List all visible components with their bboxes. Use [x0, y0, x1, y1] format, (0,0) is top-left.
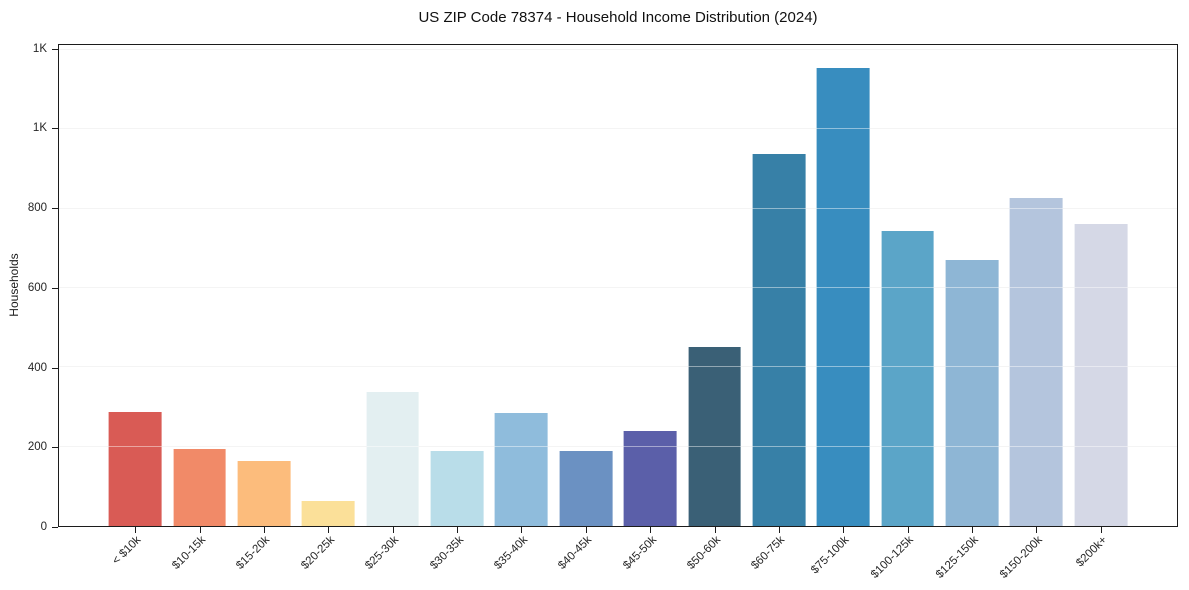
bar-group-$125-150k: $125-150k — [934, 45, 1004, 581]
x-tick-mark — [263, 527, 265, 533]
x-tick-mark — [907, 527, 909, 533]
bar-group-$75-100k: $75-100k — [809, 45, 875, 576]
y-tick-label: 600 — [27, 281, 47, 294]
bar-group-$45-50k: $45-50k — [618, 45, 682, 572]
bar — [1074, 224, 1128, 526]
x-tick-label: $20-25k — [298, 534, 337, 572]
bar-group-$40-45k: $40-45k — [554, 45, 618, 572]
bar — [945, 260, 999, 526]
bar-group-$150-200k: $150-200k — [998, 45, 1068, 581]
y-tick-label: 400 — [27, 361, 47, 374]
bar — [301, 501, 355, 526]
y-tick-label: 1K — [32, 122, 47, 135]
x-tick-label: $15-20k — [234, 534, 273, 572]
bar-group-$200k+: $200k+ — [1069, 45, 1133, 569]
y-tick-mark — [52, 527, 58, 528]
bar — [688, 347, 741, 526]
bar — [881, 231, 935, 526]
bar — [237, 460, 291, 526]
bar — [108, 411, 162, 526]
x-tick-label: < $10k — [110, 534, 144, 568]
y-tick-mark — [52, 128, 58, 130]
chart-title: US ZIP Code 78374 - Household Income Dis… — [418, 9, 818, 26]
x-tick-mark — [650, 527, 652, 533]
x-tick-label: $75-100k — [809, 534, 852, 577]
bar-group-$60-75k: $60-75k — [747, 45, 811, 572]
bar-group-$50-60k: $50-60k — [682, 45, 746, 572]
bar-group-$25-30k: $25-30k — [361, 45, 425, 572]
bar — [752, 153, 806, 526]
x-tick-label: $10-15k — [170, 534, 209, 572]
x-tick-mark — [328, 527, 330, 533]
x-tick-label: $25-30k — [363, 534, 402, 572]
x-tick-mark — [135, 527, 137, 533]
bar — [623, 431, 677, 526]
x-tick-mark — [972, 527, 974, 533]
y-tick-mark — [52, 367, 58, 369]
y-tick-mark — [52, 287, 58, 289]
y-tick-mark — [52, 208, 58, 210]
x-tick-mark — [778, 527, 780, 533]
bar-group-$10-15k: $10-15k — [167, 45, 231, 572]
y-tick-label: 200 — [27, 441, 47, 454]
x-tick-label: $35-40k — [492, 534, 530, 572]
bar-group-$100-125k: $100-125k — [869, 45, 940, 581]
bars-row: < $10k $10-15k $15-20k $20-25k $25-30k $30-35… — [59, 45, 1177, 581]
bar-group-$30-35k: $30-35k — [425, 45, 489, 572]
x-tick-label: $50-60k — [685, 534, 724, 572]
bar-group-$20-25k: $20-25k — [296, 45, 360, 572]
x-tick-mark — [843, 527, 845, 533]
x-tick-mark — [714, 527, 716, 533]
x-tick-mark — [1036, 527, 1038, 533]
y-tick-label: 800 — [27, 202, 47, 215]
y-tick-label: 0 — [40, 521, 47, 533]
bar — [495, 412, 548, 526]
bar — [816, 68, 870, 526]
x-tick-label: $125-150k — [933, 534, 981, 581]
x-tick-label: $200k+ — [1073, 534, 1110, 570]
bar-group-< $10k: < $10k — [103, 45, 167, 567]
x-tick-mark — [1100, 527, 1102, 533]
x-tick-mark — [521, 527, 523, 533]
plot-area: < $10k $10-15k $15-20k $20-25k $25-30k $30-35… — [58, 44, 1178, 581]
x-tick-label: $60-75k — [749, 534, 788, 572]
y-tick-mark — [52, 447, 58, 449]
bar-group-$35-40k: $35-40k — [489, 45, 553, 572]
y-tick-mark — [52, 48, 58, 50]
bar — [430, 450, 484, 526]
bar — [1010, 197, 1063, 526]
bar — [173, 448, 226, 526]
bar — [366, 392, 420, 526]
x-tick-label: $30-35k — [427, 534, 466, 572]
bar-group-$15-20k: $15-20k — [232, 45, 296, 572]
y-tick-label: 1K — [32, 42, 47, 55]
x-tick-label: $45-50k — [620, 534, 659, 572]
x-tick-label: $40-45k — [556, 534, 595, 572]
x-tick-label: $150-200k — [997, 534, 1045, 581]
x-tick-label: $100-125k — [869, 534, 917, 581]
x-tick-mark — [585, 527, 587, 533]
x-tick-mark — [392, 527, 394, 533]
bar — [559, 450, 613, 526]
x-tick-mark — [457, 527, 459, 533]
x-tick-mark — [199, 527, 201, 533]
